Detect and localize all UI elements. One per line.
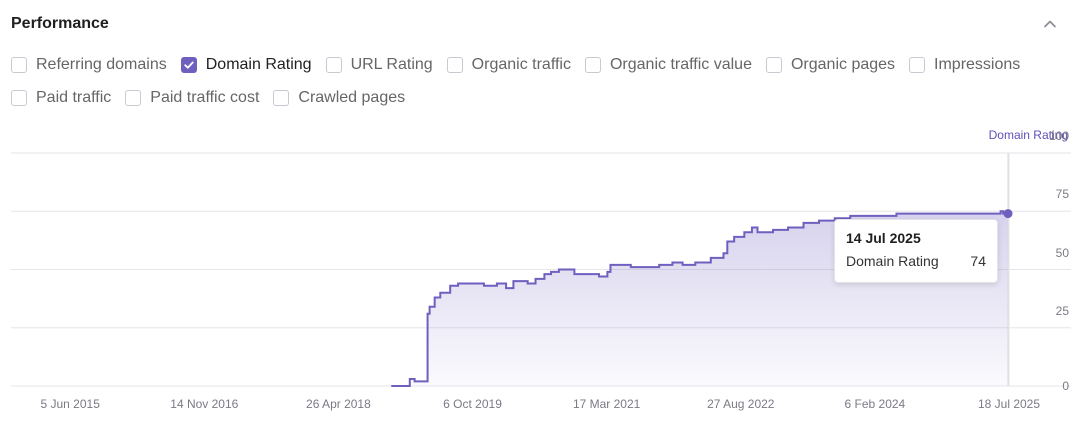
x-tick-label: 6 Oct 2019 bbox=[443, 397, 502, 411]
metric-paid-traffic-cost[interactable]: Paid traffic cost bbox=[125, 89, 259, 107]
y-tick-label: 75 bbox=[1055, 187, 1069, 202]
metric-selector: Referring domains Domain Rating URL Rati… bbox=[11, 54, 1071, 120]
series-line bbox=[391, 210, 1008, 387]
metric-url-rating[interactable]: URL Rating bbox=[325, 56, 433, 74]
x-tick-label: 6 Feb 2024 bbox=[844, 397, 906, 411]
highlight-point bbox=[1003, 209, 1013, 219]
metric-referring-domains[interactable]: Referring domains bbox=[11, 56, 167, 74]
x-tick-label: 27 Aug 2022 bbox=[707, 397, 775, 411]
tooltip-date: 14 Jul 2025 bbox=[846, 230, 921, 246]
checkbox[interactable] bbox=[909, 57, 926, 73]
y-tick-label: 50 bbox=[1055, 245, 1069, 260]
checkbox[interactable] bbox=[325, 57, 342, 73]
x-tick-label: 14 Nov 2016 bbox=[170, 397, 239, 411]
metric-label: Organic traffic bbox=[471, 56, 571, 73]
y-tick-label: 25 bbox=[1055, 303, 1069, 318]
metric-row: Paid traffic Paid traffic cost Crawled p… bbox=[11, 87, 1071, 109]
checkbox[interactable] bbox=[11, 90, 27, 106]
tooltip-series-label: Domain Rating bbox=[846, 253, 939, 269]
check-icon bbox=[184, 61, 194, 69]
domain-rating-chart[interactable]: 0 25 50 75 100 5 Jun 2015 14 Nov 2016 26 Apr 2… bbox=[0, 129, 1082, 427]
x-tick-label: 5 Jun 2015 bbox=[40, 397, 100, 411]
metric-domain-rating[interactable]: Domain Rating bbox=[180, 56, 312, 74]
chart-canvas[interactable] bbox=[0, 145, 1082, 427]
metric-organic-traffic[interactable]: Organic traffic bbox=[446, 56, 571, 74]
tooltip-value: 74 bbox=[970, 253, 986, 269]
metric-organic-pages[interactable]: Organic pages bbox=[765, 56, 896, 74]
chart-tooltip: 14 Jul 2025 Domain Rating 74 bbox=[834, 219, 998, 283]
metric-impressions[interactable]: Impressions bbox=[909, 56, 1020, 74]
metric-organic-traffic-value[interactable]: Organic traffic value bbox=[584, 56, 752, 74]
metric-row: Referring domains Domain Rating URL Rati… bbox=[11, 54, 1071, 76]
metric-paid-traffic[interactable]: Paid traffic bbox=[11, 89, 111, 107]
checkbox[interactable] bbox=[765, 57, 782, 73]
x-tick-label: 26 Apr 2018 bbox=[306, 397, 371, 411]
checkbox[interactable] bbox=[125, 90, 142, 106]
checkbox[interactable] bbox=[446, 57, 463, 73]
metric-label: Paid traffic bbox=[36, 89, 112, 106]
metric-label: URL Rating bbox=[350, 56, 433, 73]
checkbox-checked[interactable] bbox=[180, 57, 197, 73]
x-tick-label: 18 Jul 2025 bbox=[977, 397, 1041, 411]
metric-label: Referring domains bbox=[36, 56, 167, 73]
metric-label: Organic traffic value bbox=[609, 56, 752, 73]
x-tick-label: 17 Mar 2021 bbox=[572, 397, 641, 411]
metric-label: Organic pages bbox=[790, 56, 896, 73]
chevron-up-icon[interactable] bbox=[1042, 16, 1058, 32]
section-title: Performance bbox=[11, 15, 109, 32]
checkbox[interactable] bbox=[273, 90, 290, 106]
metric-label: Domain Rating bbox=[205, 56, 312, 73]
tooltip-row: Domain Rating 74 bbox=[846, 253, 986, 269]
metric-label: Paid traffic cost bbox=[150, 89, 260, 106]
y-tick-label: 100 bbox=[1048, 129, 1069, 143]
checkbox[interactable] bbox=[584, 57, 601, 73]
metric-crawled-pages[interactable]: Crawled pages bbox=[273, 89, 405, 107]
metric-label: Impressions bbox=[934, 56, 1021, 73]
performance-header: Performance bbox=[11, 14, 1068, 36]
y-tick-label: 0 bbox=[1062, 379, 1069, 393]
checkbox[interactable] bbox=[11, 57, 27, 73]
y-axis-title: Domain Rating bbox=[988, 128, 1068, 142]
metric-label: Crawled pages bbox=[298, 89, 406, 106]
